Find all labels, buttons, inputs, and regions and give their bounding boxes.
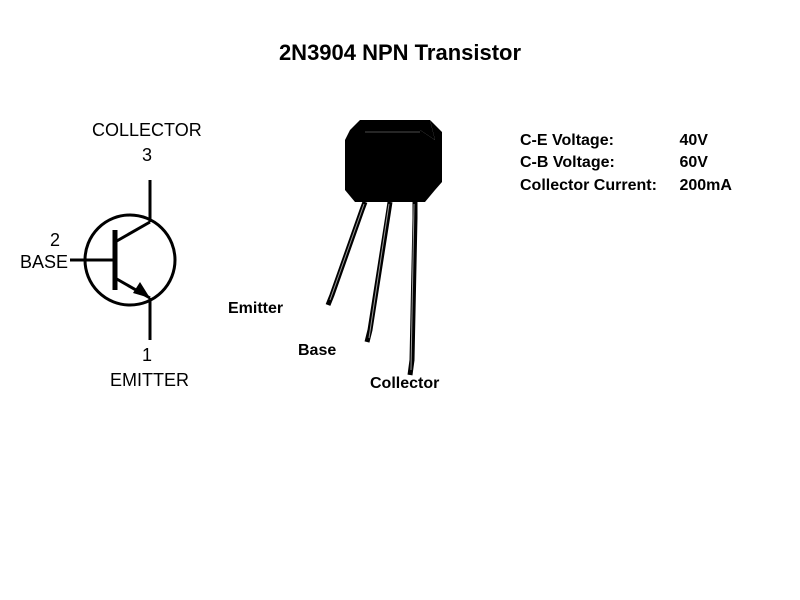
emitter-label: EMITTER bbox=[110, 370, 189, 391]
base-pin-label: 2 bbox=[50, 230, 60, 251]
package-svg bbox=[270, 110, 490, 410]
collector-pin-label: 3 bbox=[142, 145, 152, 166]
spec-row: C-B Voltage: 60V bbox=[520, 152, 732, 174]
package-diagram: Emitter Base Collector bbox=[270, 110, 490, 415]
page-title: 2N3904 NPN Transistor bbox=[279, 40, 521, 66]
spec-value: 60V bbox=[679, 154, 707, 171]
schematic-diagram: COLLECTOR 3 2 BASE 1 EMITTER bbox=[20, 130, 220, 395]
emitter-pin-label: 1 bbox=[142, 345, 152, 366]
spec-label: C-E Voltage: bbox=[520, 130, 675, 152]
pkg-collector-label: Collector bbox=[370, 375, 439, 393]
specs-table: C-E Voltage: 40V C-B Voltage: 60V Collec… bbox=[520, 130, 732, 197]
spec-label: C-B Voltage: bbox=[520, 152, 675, 174]
spec-row: C-E Voltage: 40V bbox=[520, 130, 732, 152]
spec-row: Collector Current: 200mA bbox=[520, 175, 732, 197]
spec-value: 40V bbox=[679, 132, 707, 149]
spec-label: Collector Current: bbox=[520, 175, 675, 197]
base-label: BASE bbox=[20, 252, 68, 273]
spec-value: 200mA bbox=[679, 177, 731, 194]
pkg-base-label: Base bbox=[298, 342, 336, 360]
pkg-emitter-label: Emitter bbox=[228, 300, 283, 318]
collector-label: COLLECTOR bbox=[92, 120, 202, 141]
